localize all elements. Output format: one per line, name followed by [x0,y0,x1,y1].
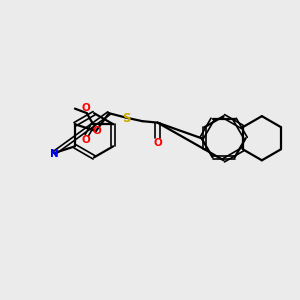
Text: O: O [81,103,90,113]
Text: O: O [82,135,91,146]
Text: S: S [122,112,131,125]
Text: O: O [93,126,101,136]
Text: O: O [153,138,162,148]
Text: N: N [50,149,58,159]
